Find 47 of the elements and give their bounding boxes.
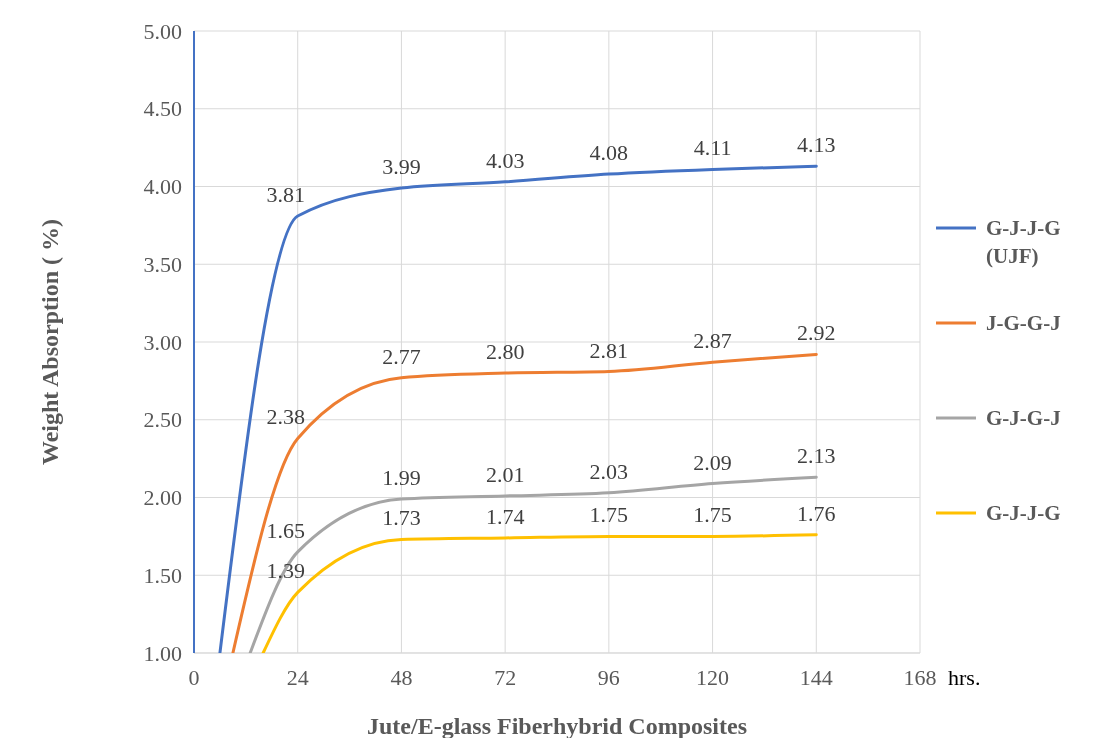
y-tick-label: 4.00 <box>143 174 182 200</box>
y-tick-label: 4.50 <box>143 96 182 122</box>
x-tick-label: 48 <box>390 665 413 690</box>
data-label: 4.11 <box>693 135 732 161</box>
data-label: 2.38 <box>266 404 305 430</box>
data-label: 2.01 <box>485 461 525 487</box>
y-axis-title: Weight Absorption ( %) <box>37 218 63 466</box>
data-label: 1.76 <box>797 500 836 526</box>
data-label: 1.74 <box>485 503 525 529</box>
data-label: 4.13 <box>797 132 836 158</box>
data-label: 2.77 <box>382 343 421 369</box>
data-label: 3.81 <box>266 182 305 208</box>
x-tick-label: 120 <box>696 665 730 690</box>
data-label: 1.75 <box>589 502 629 528</box>
x-tick-label: 168 <box>903 665 937 690</box>
x-tick-label: 0 <box>188 665 200 690</box>
text: hrs. <box>948 665 981 690</box>
data-label: 4.03 <box>485 147 525 173</box>
x-tick-label: 96 <box>597 665 620 690</box>
x-tick-label: 144 <box>799 665 833 690</box>
data-label: 1.75 <box>693 502 732 528</box>
data-label: 2.92 <box>797 320 836 346</box>
data-label: 1.99 <box>382 465 421 491</box>
data-label: 1.65 <box>266 517 305 543</box>
y-tick-label: 5.00 <box>143 18 182 44</box>
y-tick-label: 3.50 <box>143 251 182 277</box>
data-label: 4.08 <box>589 140 629 166</box>
data-label: 1.73 <box>382 505 421 531</box>
y-tick-label: 2.00 <box>143 485 182 511</box>
data-label: 2.09 <box>693 449 732 475</box>
data-label: 1.39 <box>266 558 305 584</box>
legend-label: J-G-G-J <box>986 311 1061 336</box>
data-label: 2.81 <box>589 337 629 363</box>
legend-label: G-J-J-G (UJF) <box>986 216 1061 268</box>
data-label: 2.87 <box>693 328 732 354</box>
data-label: 2.80 <box>485 339 525 365</box>
x-tick-label: 72 <box>494 665 517 690</box>
data-label: 2.03 <box>589 458 629 484</box>
legend-label: G-J-J-G <box>986 501 1061 526</box>
data-label: 3.99 <box>382 154 421 180</box>
y-tick-label: 1.00 <box>143 640 182 666</box>
x-tick-label: 24 <box>286 665 309 690</box>
y-tick-label: 3.00 <box>143 329 182 355</box>
y-tick-label: 2.50 <box>143 407 182 433</box>
data-label: 2.13 <box>797 443 836 469</box>
y-tick-label: 1.50 <box>143 562 182 588</box>
legend-label: G-J-G-J <box>986 406 1061 431</box>
